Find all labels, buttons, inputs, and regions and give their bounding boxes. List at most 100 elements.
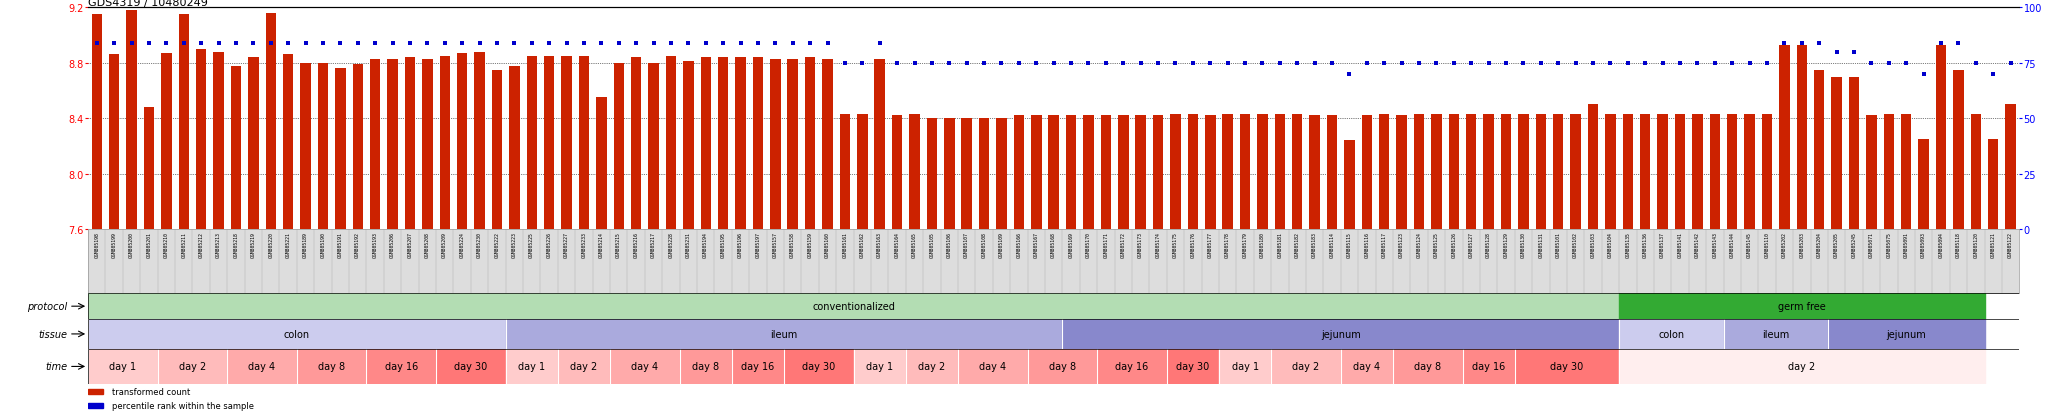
Bar <box>1274 115 1284 230</box>
Point <box>1855 60 1888 67</box>
Bar <box>891 116 903 230</box>
Bar <box>561 57 571 230</box>
Text: GSM805220: GSM805220 <box>268 232 272 257</box>
Bar <box>1620 349 1985 384</box>
Bar <box>614 64 625 230</box>
Point <box>254 40 287 47</box>
Bar <box>1710 115 1720 230</box>
Text: GSM805173: GSM805173 <box>1139 232 1143 257</box>
Text: day 16: day 16 <box>741 361 774 372</box>
Point <box>707 40 739 47</box>
Text: GSM805114: GSM805114 <box>1329 232 1335 257</box>
Text: GSM805221: GSM805221 <box>285 232 291 257</box>
Point <box>1350 60 1382 67</box>
Text: GSM805171: GSM805171 <box>1104 232 1108 257</box>
Text: GSM805126: GSM805126 <box>1452 232 1456 257</box>
Text: GSM805206: GSM805206 <box>389 232 395 257</box>
Bar <box>1571 115 1581 230</box>
Text: day 8: day 8 <box>317 361 346 372</box>
Point <box>1628 60 1661 67</box>
Point <box>1681 60 1714 67</box>
Bar <box>958 349 1028 384</box>
Text: GSM805191: GSM805191 <box>338 232 342 257</box>
Bar <box>631 58 641 230</box>
Point <box>1368 60 1401 67</box>
Bar <box>1516 349 1620 384</box>
Bar <box>649 64 659 230</box>
Point <box>168 40 201 47</box>
Bar <box>1462 349 1516 384</box>
Bar <box>854 349 905 384</box>
Bar <box>1343 141 1354 230</box>
Point <box>1454 60 1487 67</box>
Text: GSM805166: GSM805166 <box>1016 232 1022 257</box>
Bar <box>387 59 397 230</box>
Point <box>1837 49 1870 56</box>
Text: GSM805217: GSM805217 <box>651 232 655 257</box>
Text: colon: colon <box>285 329 309 339</box>
Bar <box>367 349 436 384</box>
Text: day 1: day 1 <box>866 361 893 372</box>
Bar <box>1483 115 1493 230</box>
Bar <box>1169 115 1182 230</box>
Point <box>969 60 1001 67</box>
Text: day 4: day 4 <box>1354 361 1380 372</box>
Text: GSM805159: GSM805159 <box>807 232 813 257</box>
Bar <box>1448 115 1458 230</box>
Bar <box>1309 116 1319 230</box>
Text: GSM805208: GSM805208 <box>424 232 430 257</box>
Point <box>899 60 932 67</box>
Point <box>1071 60 1104 67</box>
Bar <box>297 349 367 384</box>
Bar <box>1657 115 1667 230</box>
Point <box>1419 60 1452 67</box>
Text: GSM805116: GSM805116 <box>1364 232 1370 257</box>
Text: day 16: day 16 <box>1473 361 1505 372</box>
Point <box>760 40 793 47</box>
Point <box>532 40 565 47</box>
Bar <box>731 349 784 384</box>
Bar <box>610 349 680 384</box>
Bar <box>1063 319 1620 349</box>
Bar <box>770 59 780 230</box>
Point <box>498 40 530 47</box>
Text: GSM805105: GSM805105 <box>930 232 934 257</box>
Bar <box>2005 105 2015 230</box>
Point <box>115 40 147 47</box>
Text: GSM805117: GSM805117 <box>1382 232 1386 257</box>
Text: tissue: tissue <box>39 329 68 339</box>
Bar <box>1761 115 1772 230</box>
Point <box>1489 60 1522 67</box>
Bar <box>1327 116 1337 230</box>
Bar <box>1272 349 1341 384</box>
Text: percentile rank within the sample: percentile rank within the sample <box>113 401 254 410</box>
Text: day 2: day 2 <box>1788 361 1815 372</box>
Text: GSM805110: GSM805110 <box>1765 232 1769 257</box>
Bar <box>1780 45 1790 230</box>
Point <box>637 40 670 47</box>
Text: GSM805209: GSM805209 <box>442 232 446 257</box>
Bar <box>526 57 537 230</box>
Bar <box>784 349 854 384</box>
Point <box>1264 60 1296 67</box>
Point <box>1716 60 1749 67</box>
Point <box>1524 60 1556 67</box>
Text: GSM805144: GSM805144 <box>1731 232 1735 257</box>
Bar <box>1204 116 1217 230</box>
Text: GSM805125: GSM805125 <box>1434 232 1440 257</box>
Text: GSM805202: GSM805202 <box>1782 232 1788 257</box>
Text: GSM805210: GSM805210 <box>164 232 168 257</box>
Point <box>1872 60 1905 67</box>
Bar <box>1901 115 1911 230</box>
Text: GSM805224: GSM805224 <box>459 232 465 257</box>
Text: GDS4319 / 10480249: GDS4319 / 10480249 <box>88 0 209 7</box>
Bar <box>1849 78 1860 230</box>
Point <box>1821 49 1853 56</box>
Bar <box>422 59 432 230</box>
Text: colon: colon <box>1659 329 1683 339</box>
Text: day 30: day 30 <box>803 361 836 372</box>
Bar <box>1432 115 1442 230</box>
Point <box>1298 60 1331 67</box>
Point <box>516 40 549 47</box>
Bar <box>88 349 158 384</box>
